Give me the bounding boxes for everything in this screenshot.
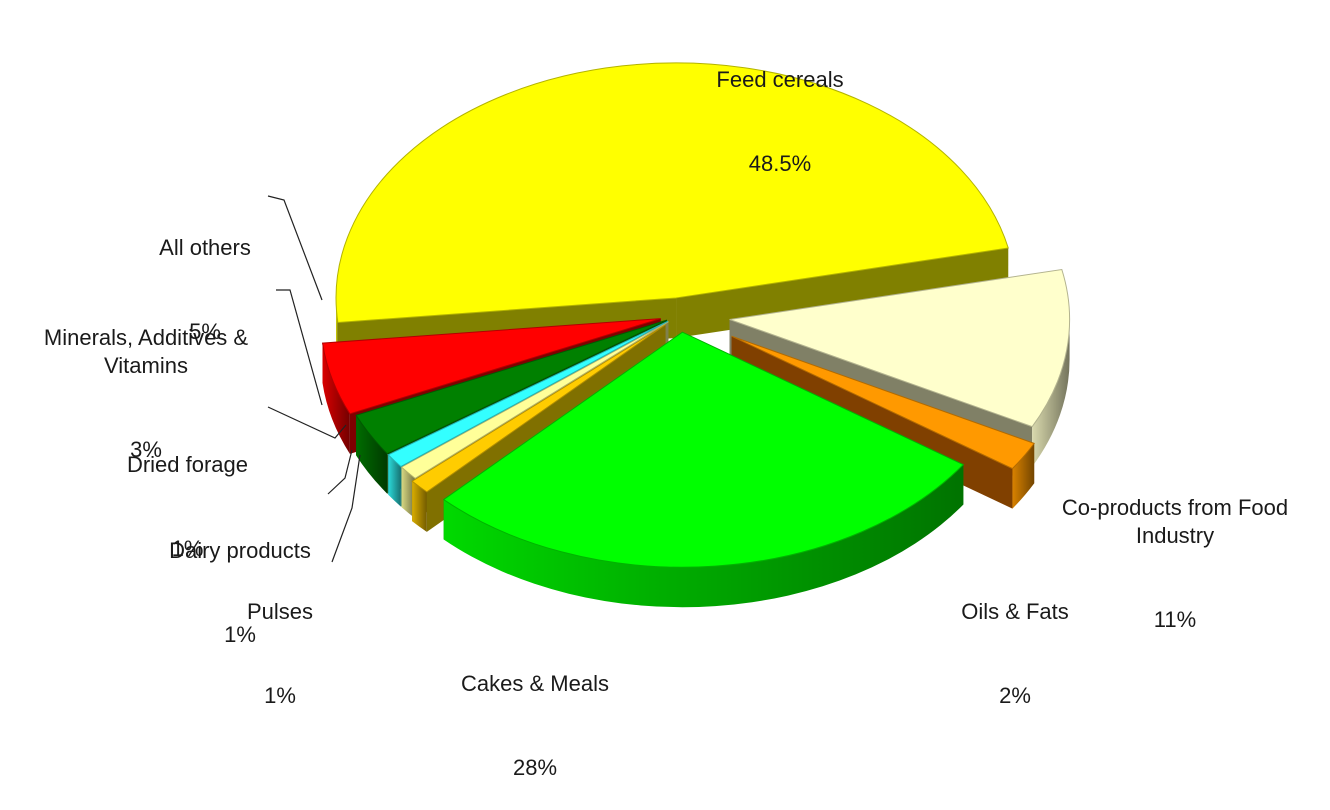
label-minerals: Minerals, Additives & Vitamins 3%: [6, 268, 286, 492]
leader-line-pulses: [331, 454, 361, 563]
leader-line-minerals: [276, 289, 323, 406]
label-oils-fats-value: 2%: [999, 683, 1031, 708]
label-pulses-name: Pulses: [246, 599, 314, 624]
label-cakes-meals-name: Cakes & Meals: [461, 671, 609, 696]
label-dairy-products: Dairy products 1%: [140, 481, 340, 677]
slice-all-others: [321, 318, 661, 415]
label-co-products-value: 11%: [1153, 607, 1197, 632]
label-co-products: Co-products from Food Industry 11%: [1030, 438, 1320, 662]
label-pulses-value: 1%: [264, 683, 296, 708]
slice-rim-cakes-meals-0: [443, 464, 964, 608]
slice-rim-pulses-0: [412, 481, 427, 532]
leader-lines: [267, 195, 361, 563]
label-cakes-meals: Cakes & Meals 28%: [420, 614, 650, 810]
label-dairy-products-value: 1%: [224, 622, 256, 647]
slice-feed-cereals: [335, 62, 1009, 324]
slice-pulses: [411, 324, 666, 493]
slice-rim-dairy-products-0: [401, 467, 416, 519]
label-co-products-name: Co-products from Food Industry: [1061, 495, 1289, 548]
leader-line-dairy-products: [327, 449, 353, 495]
label-cakes-meals-value: 28%: [512, 755, 558, 780]
slice-rim-co-products-from-food-industry-0: [1032, 319, 1070, 467]
label-dairy-products-name: Dairy products: [169, 538, 311, 563]
label-minerals-name: Minerals, Additives & Vitamins: [43, 325, 249, 378]
slice-co-products-from-food-industry: [729, 268, 1071, 428]
slice-rim-minerals-additives-vitamins-0: [356, 415, 388, 494]
label-minerals-value: 3%: [130, 437, 162, 462]
label-feed-cereals-value: 48.5%: [748, 151, 812, 176]
label-dried-forage: Dried forage 1%: [100, 395, 275, 591]
slice-rim-oils-fats-0: [1012, 443, 1035, 509]
slice-cakes-meals: [442, 331, 965, 568]
slice-wall-pulses-1: [412, 324, 666, 522]
label-dried-forage-value: 1%: [171, 536, 204, 561]
pie-chart: [267, 62, 1071, 608]
label-oils-fats: Oils & Fats 2%: [930, 542, 1100, 738]
slice-rim-all-others-0: [322, 343, 350, 454]
leader-line-dried-forage: [267, 406, 347, 439]
label-all-others-name: All others: [159, 235, 251, 260]
slice-oils-fats: [731, 335, 1035, 470]
slice-dried-forage: [387, 320, 669, 468]
slice-rim-dried-forage-0: [388, 454, 401, 507]
slice-minerals-additives-vitamins: [355, 319, 668, 455]
slice-tops: [321, 62, 1071, 568]
leader-line-all-others: [267, 195, 323, 301]
label-feed-cereals-name: Feed cereals: [716, 67, 844, 92]
label-all-others: All others 5%: [135, 178, 275, 374]
label-all-others-value: 5%: [189, 319, 221, 344]
label-oils-fats-name: Oils & Fats: [961, 599, 1069, 624]
label-feed-cereals: Feed cereals 48.5%: [660, 10, 900, 206]
slice-dairy-products: [400, 321, 669, 479]
label-dried-forage-name: Dried forage: [126, 452, 249, 477]
